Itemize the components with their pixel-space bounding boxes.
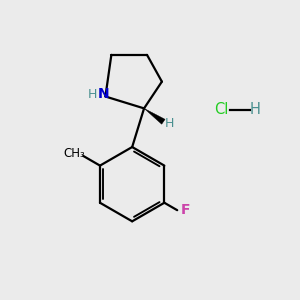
Text: CH₃: CH₃ [64, 147, 85, 160]
Text: H: H [88, 88, 98, 100]
Polygon shape [144, 108, 165, 124]
Text: H: H [165, 117, 175, 130]
Text: Cl: Cl [214, 102, 229, 117]
Text: F: F [181, 203, 190, 217]
Text: H: H [250, 102, 261, 117]
Text: N: N [98, 87, 110, 101]
